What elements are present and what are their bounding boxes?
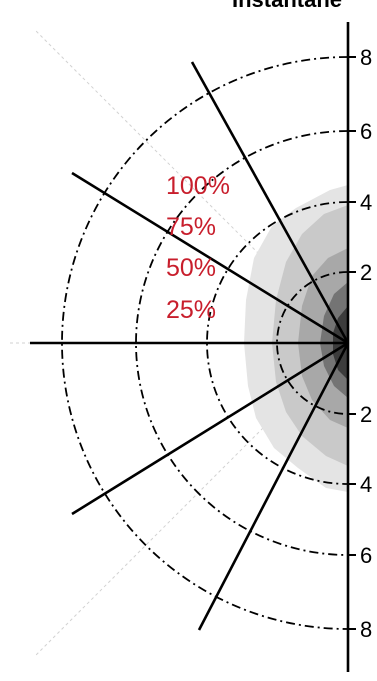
- percent-label-25: 25%: [166, 296, 216, 324]
- axis-label-lower-8: 8: [360, 617, 372, 642]
- axis-label-lower-4: 4: [360, 472, 372, 497]
- radial-line: [190, 61, 350, 344]
- axis-label-upper-4: 4: [360, 190, 372, 215]
- axis-label-upper-6: 6: [360, 119, 372, 144]
- ring-2: [276, 271, 349, 415]
- axis-label-lower-2: 2: [360, 402, 372, 427]
- diagram-title: Instantane: [232, 0, 377, 13]
- shaded-distribution-regions: [244, 185, 348, 492]
- radial-line: [197, 342, 350, 631]
- vertical-distance-axis: 8 6 4 2 2 4 6 8: [346, 22, 372, 672]
- ring-6: [135, 130, 349, 556]
- axis-ticks: [348, 56, 356, 630]
- percent-label-75: 75%: [166, 213, 216, 241]
- ring-8: [61, 56, 349, 630]
- radial-line: [71, 171, 349, 345]
- percent-label-50: 50%: [166, 254, 216, 282]
- percentage-labels: 100% 75% 50% 25%: [166, 172, 230, 324]
- radial-direction-lines: [30, 61, 350, 631]
- axis-label-upper-8: 8: [360, 45, 372, 70]
- radial-line: [71, 341, 349, 516]
- axis-label-lower-6: 6: [360, 543, 372, 568]
- axis-label-upper-2: 2: [360, 260, 372, 285]
- percent-label-100: 100%: [166, 172, 230, 200]
